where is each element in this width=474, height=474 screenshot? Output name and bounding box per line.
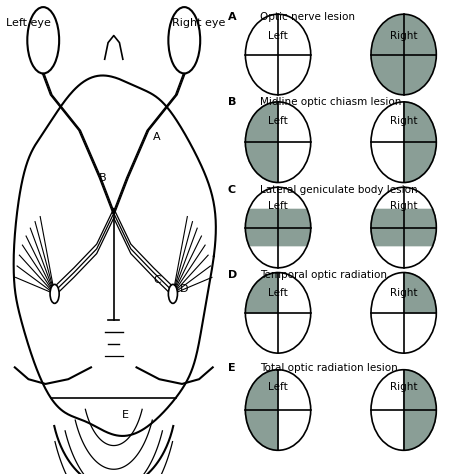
Text: Midline optic chiasm lesion: Midline optic chiasm lesion [261, 97, 402, 107]
Text: Right: Right [390, 288, 418, 298]
Text: Total optic radiation lesion: Total optic radiation lesion [261, 363, 398, 373]
Text: Left: Left [268, 31, 288, 41]
Ellipse shape [371, 14, 436, 95]
Text: Left: Left [268, 201, 288, 211]
Polygon shape [246, 210, 278, 246]
Text: E: E [122, 410, 128, 420]
Text: Right eye: Right eye [173, 18, 226, 28]
Text: A: A [228, 12, 237, 22]
Circle shape [168, 284, 177, 303]
Polygon shape [246, 102, 278, 182]
Text: Right: Right [390, 116, 418, 126]
Text: Left: Left [268, 382, 288, 392]
Text: Right: Right [390, 382, 418, 392]
Text: D: D [228, 270, 237, 280]
Text: D: D [180, 284, 189, 294]
Text: Lateral geniculate body lesion: Lateral geniculate body lesion [261, 185, 418, 195]
Polygon shape [246, 273, 278, 313]
Polygon shape [246, 370, 278, 450]
Text: Temporal optic radiation: Temporal optic radiation [261, 270, 387, 280]
Polygon shape [371, 210, 404, 246]
Text: A: A [153, 132, 161, 143]
Polygon shape [404, 370, 436, 450]
Text: C: C [228, 185, 236, 195]
Text: E: E [228, 363, 236, 373]
Text: B: B [228, 97, 236, 107]
Text: Right: Right [390, 31, 418, 41]
Polygon shape [404, 273, 436, 313]
Text: C: C [153, 274, 161, 285]
Polygon shape [278, 210, 310, 246]
Text: Left: Left [268, 288, 288, 298]
Text: Optic nerve lesion: Optic nerve lesion [261, 12, 356, 22]
Text: Right: Right [390, 201, 418, 211]
Text: Left eye: Left eye [6, 18, 51, 28]
Text: Left: Left [268, 116, 288, 126]
Polygon shape [404, 210, 436, 246]
Circle shape [50, 284, 59, 303]
Polygon shape [404, 102, 436, 182]
Text: B: B [99, 173, 106, 183]
